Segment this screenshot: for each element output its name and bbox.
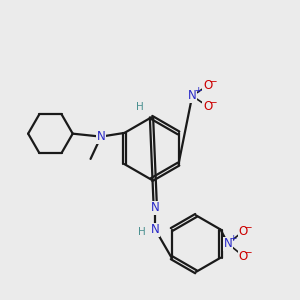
Text: N: N xyxy=(224,237,232,250)
Text: O: O xyxy=(203,100,212,113)
Text: +: + xyxy=(194,86,201,95)
Text: −: − xyxy=(208,77,217,87)
Text: N: N xyxy=(97,130,105,143)
Text: O: O xyxy=(239,225,248,238)
Text: N: N xyxy=(151,202,160,214)
Text: N: N xyxy=(188,89,197,102)
Text: O: O xyxy=(239,250,248,262)
Text: +: + xyxy=(230,234,237,243)
Text: H: H xyxy=(136,102,144,112)
Text: −: − xyxy=(244,223,253,232)
Text: N: N xyxy=(151,223,160,236)
Text: −: − xyxy=(208,98,217,108)
Text: H: H xyxy=(138,227,146,237)
Text: −: − xyxy=(244,248,253,257)
Text: O: O xyxy=(203,79,212,92)
